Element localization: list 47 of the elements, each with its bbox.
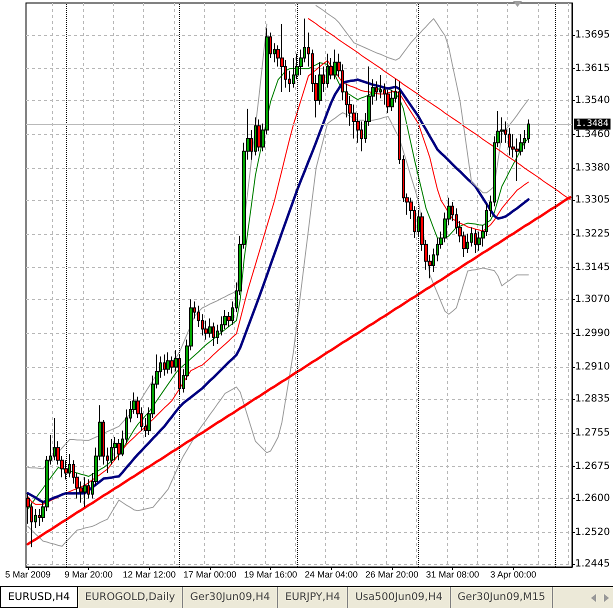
y-tick-label: 1.3460 (575, 128, 610, 140)
y-tick-label: 1.3145 (575, 262, 610, 274)
candlestick (280, 24, 284, 92)
y-tick-label: 1.2990 (575, 328, 610, 339)
x-tick-label: 26 Mar 20:00 (365, 570, 418, 580)
y-tick-label: 1.2600 (575, 492, 610, 504)
y-tick-label: 1.2445 (575, 558, 610, 570)
candlestick (163, 354, 166, 376)
candlestick (292, 58, 295, 88)
text: Ger30Jun09,M15 (450, 587, 554, 608)
x-tick-label: 31 Mar 08:00 (426, 570, 480, 580)
candlestick (83, 476, 87, 508)
x-tick-label: 17 Mar 00:00 (183, 570, 236, 580)
y-tick-label: 1.3540 (575, 94, 610, 106)
candlestick (113, 436, 117, 461)
y-tick-label: 1.2675 (575, 461, 610, 472)
x-tick-label: 9 Mar 20:00 (64, 570, 113, 580)
text: EUROGOLD,Daily (78, 587, 184, 608)
y-tick-label: 1.3305 (575, 194, 610, 206)
text: Ger30Jun09,H4 (183, 587, 278, 608)
y-tick-label: 1.2910 (575, 362, 610, 373)
x-tick-label: 24 Mar 04:00 (304, 570, 358, 580)
x-tick-label: 12 Mar 12:00 (122, 570, 176, 580)
y-tick-label: 1.3615 (575, 63, 610, 74)
candlestick (254, 116, 257, 156)
x-tick-label: 3 Apr 00:00 (490, 570, 536, 580)
y-tick-label: 1.2755 (575, 427, 610, 438)
text: EURJPY,H4 (278, 587, 348, 608)
text: Usa500Jun09,H4 (348, 587, 451, 608)
y-tick-label: 1.3695 (575, 29, 610, 40)
y-tick-label: 1.2835 (575, 393, 610, 404)
candlestick (212, 322, 215, 346)
y-tick-label: 1.2520 (575, 526, 610, 538)
candlestick (474, 229, 477, 254)
x-tick-label: 19 Mar 16:00 (244, 570, 298, 580)
candlestick (166, 352, 170, 374)
ref-line-label: 1.3484 (576, 119, 609, 130)
candlestick (515, 138, 519, 182)
line-series (27, 112, 529, 547)
y-tick-label: 1.3225 (575, 228, 610, 240)
candlestick (333, 49, 337, 80)
candlestick (326, 53, 329, 88)
y-tick-label: 1.3070 (575, 294, 610, 305)
x-tick-label: 5 Mar 2009 (5, 570, 51, 580)
candlestick (257, 118, 261, 152)
candlestick (53, 417, 56, 461)
y-tick-label: 1.3380 (575, 162, 610, 174)
